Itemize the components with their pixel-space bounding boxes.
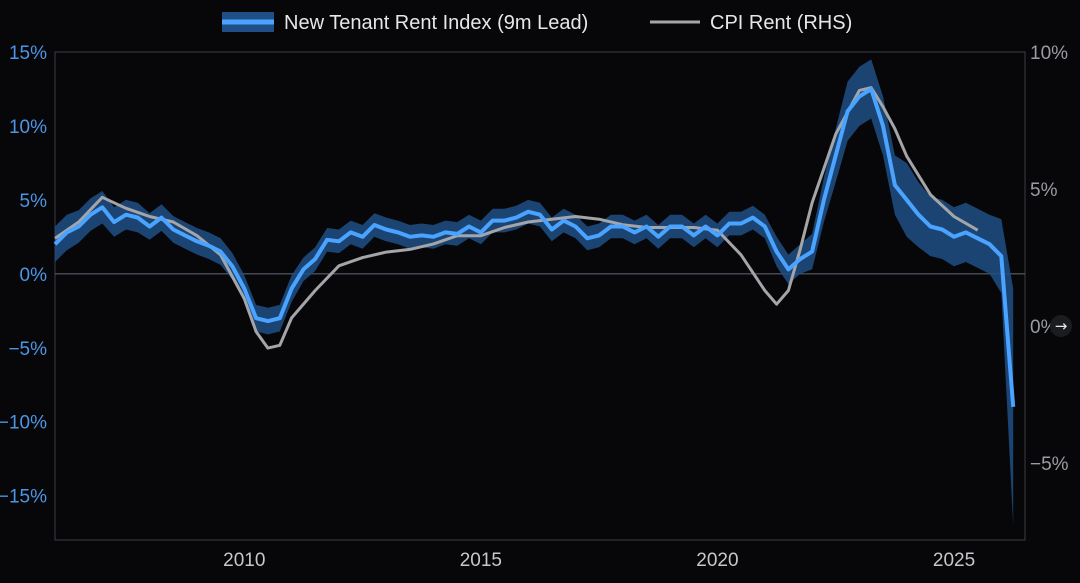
x-tick-label: 2015 <box>460 550 502 571</box>
legend-label-series1: New Tenant Rent Index (9m Lead) <box>284 12 588 34</box>
x-axis: 2010 2015 2020 2025 <box>223 550 975 571</box>
plot-area <box>53 59 1016 526</box>
left-tick-label: −10% <box>0 413 47 434</box>
plot-frame <box>54 51 1026 541</box>
left-tick-label: 10% <box>9 117 47 138</box>
left-tick-label: 0% <box>20 265 48 286</box>
x-tick-label: 2010 <box>223 550 265 571</box>
left-tick-label: −15% <box>0 487 47 508</box>
right-axis: 10%5%0%−5% <box>1030 43 1069 475</box>
right-tick-label: −5% <box>1030 454 1069 475</box>
left-axis: 15% 10% 5% 0% −5% −10% −15% <box>0 43 47 508</box>
x-tick-label: 2020 <box>696 550 738 571</box>
series1-confidence-band <box>55 59 1014 526</box>
legend: New Tenant Rent Index (9m Lead) CPI Rent… <box>222 12 852 34</box>
left-tick-label: 5% <box>20 191 48 212</box>
x-tick-label: 2025 <box>933 550 975 571</box>
left-tick-label: 15% <box>9 43 47 64</box>
right-tick-label: 5% <box>1030 180 1058 201</box>
series1-line <box>53 87 1016 408</box>
legend-label-series2: CPI Rent (RHS) <box>710 12 852 34</box>
right-tick-label: 10% <box>1030 43 1068 64</box>
left-tick-label: −5% <box>8 339 47 360</box>
arrow-right-icon[interactable]: → <box>1050 315 1072 337</box>
